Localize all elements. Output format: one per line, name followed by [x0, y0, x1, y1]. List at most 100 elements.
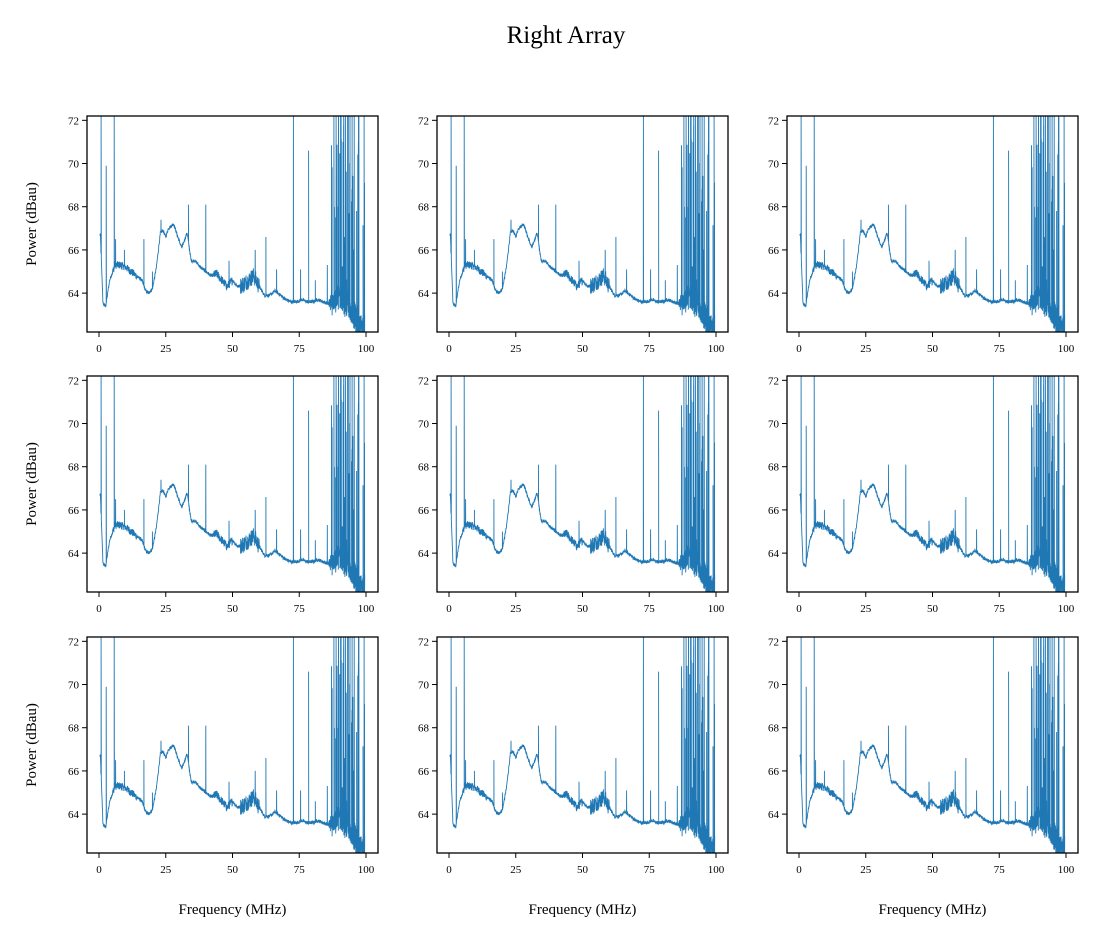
y-tick-label: 70 [418, 159, 430, 171]
x-tick-label: 0 [796, 343, 802, 355]
x-tick-label: 25 [510, 603, 522, 615]
subplot-r3-c1: 0 25 50 75 100 64 66 68 70 72 Power (dBau) Frequenc… [24, 636, 379, 918]
x-axis-label: Frequency (MHz) [529, 902, 637, 918]
y-tick-label: 72 [418, 636, 429, 648]
power-spectrum-line [799, 376, 1066, 592]
subplot-r1-c3: 0 25 50 75 100 64 66 68 70 72 [768, 115, 1079, 355]
x-tick-label: 0 [96, 343, 102, 355]
y-tick-label: 66 [768, 245, 780, 257]
x-tick-label: 75 [644, 864, 656, 876]
y-tick-label: 64 [768, 548, 780, 560]
subplot-r2-c1: 0 25 50 75 100 64 66 68 70 72 Power (dBau) [24, 375, 379, 615]
x-tick-label: 0 [96, 864, 102, 876]
y-tick-label: 68 [768, 723, 780, 735]
x-tick-label: 75 [294, 603, 306, 615]
y-tick-label: 72 [768, 375, 779, 387]
x-tick-label: 25 [860, 864, 872, 876]
y-tick-label: 64 [68, 548, 80, 560]
y-tick-label: 72 [418, 375, 429, 387]
x-tick-label: 25 [860, 343, 872, 355]
power-spectrum-line [449, 637, 716, 853]
subplot-r3-c3: 0 25 50 75 100 64 66 68 70 72 Frequency (MHz) [768, 636, 1079, 918]
y-axis-label: Power (dBau) [24, 182, 40, 266]
x-tick-label: 25 [860, 603, 872, 615]
x-tick-label: 0 [96, 603, 102, 615]
y-axis-label: Power (dBau) [24, 703, 40, 787]
y-tick-label: 68 [68, 723, 80, 735]
x-tick-label: 50 [577, 343, 589, 355]
y-tick-label: 68 [768, 202, 780, 214]
x-tick-label: 25 [160, 864, 172, 876]
x-tick-label: 25 [510, 343, 522, 355]
y-tick-label: 72 [418, 115, 429, 127]
power-spectrum-line [449, 376, 716, 592]
power-spectrum-line [799, 116, 1066, 332]
x-axis-label: Frequency (MHz) [879, 902, 987, 918]
x-tick-label: 75 [294, 343, 306, 355]
y-tick-label: 66 [768, 766, 780, 778]
y-tick-label: 72 [768, 636, 779, 648]
x-tick-label: 0 [446, 864, 452, 876]
x-tick-label: 50 [927, 343, 939, 355]
y-tick-label: 66 [68, 766, 80, 778]
x-tick-label: 100 [358, 864, 375, 876]
x-tick-label: 50 [577, 603, 589, 615]
x-tick-label: 100 [1058, 603, 1075, 615]
y-tick-label: 66 [418, 245, 430, 257]
x-tick-label: 0 [446, 603, 452, 615]
x-tick-label: 50 [927, 603, 939, 615]
power-spectrum-line [799, 637, 1066, 853]
power-spectrum-line [99, 116, 366, 332]
y-tick-label: 66 [768, 505, 780, 517]
y-tick-label: 64 [418, 809, 430, 821]
subplot-grid: 0 25 50 75 100 64 66 68 70 72 Power (dBau) 0 25 50 75 1… [24, 115, 1079, 918]
x-tick-label: 100 [1058, 343, 1075, 355]
x-tick-label: 75 [994, 343, 1006, 355]
y-tick-label: 72 [68, 636, 79, 648]
y-tick-label: 66 [418, 766, 430, 778]
subplot-r1-c2: 0 25 50 75 100 64 66 68 70 72 [418, 115, 729, 355]
y-tick-label: 64 [68, 288, 80, 300]
y-tick-label: 64 [768, 809, 780, 821]
y-tick-label: 70 [768, 680, 780, 692]
y-tick-label: 72 [68, 115, 79, 127]
subplot-r2-c3: 0 25 50 75 100 64 66 68 70 72 [768, 375, 1079, 615]
x-tick-label: 75 [644, 603, 656, 615]
y-tick-label: 70 [68, 159, 80, 171]
x-axis-label: Frequency (MHz) [179, 902, 287, 918]
x-tick-label: 100 [358, 603, 375, 615]
y-axis-label: Power (dBau) [24, 442, 40, 526]
power-spectrum-line [99, 376, 366, 592]
y-tick-label: 72 [68, 375, 79, 387]
x-tick-label: 100 [708, 343, 725, 355]
y-tick-label: 70 [418, 680, 430, 692]
y-tick-label: 66 [68, 505, 80, 517]
y-tick-label: 64 [68, 809, 80, 821]
x-tick-label: 0 [796, 603, 802, 615]
x-tick-label: 75 [294, 864, 306, 876]
figure-title: Right Array [507, 22, 626, 49]
x-tick-label: 50 [227, 864, 239, 876]
power-spectrum-line [449, 116, 716, 332]
x-tick-label: 0 [446, 343, 452, 355]
x-tick-label: 50 [577, 864, 589, 876]
x-tick-label: 50 [227, 343, 239, 355]
x-tick-label: 100 [708, 603, 725, 615]
power-spectrum-line [99, 637, 366, 853]
y-tick-label: 68 [418, 723, 430, 735]
x-tick-label: 25 [510, 864, 522, 876]
x-tick-label: 75 [644, 343, 656, 355]
x-tick-label: 75 [994, 864, 1006, 876]
x-tick-label: 100 [358, 343, 375, 355]
y-tick-label: 70 [768, 419, 780, 431]
y-tick-label: 70 [418, 419, 430, 431]
y-tick-label: 68 [768, 462, 780, 474]
y-tick-label: 70 [68, 419, 80, 431]
subplot-r2-c2: 0 25 50 75 100 64 66 68 70 72 [418, 375, 729, 615]
y-tick-label: 66 [68, 245, 80, 257]
x-tick-label: 0 [796, 864, 802, 876]
y-tick-label: 66 [418, 505, 430, 517]
y-tick-label: 70 [768, 159, 780, 171]
subplot-r1-c1: 0 25 50 75 100 64 66 68 70 72 Power (dBau) [24, 115, 379, 355]
